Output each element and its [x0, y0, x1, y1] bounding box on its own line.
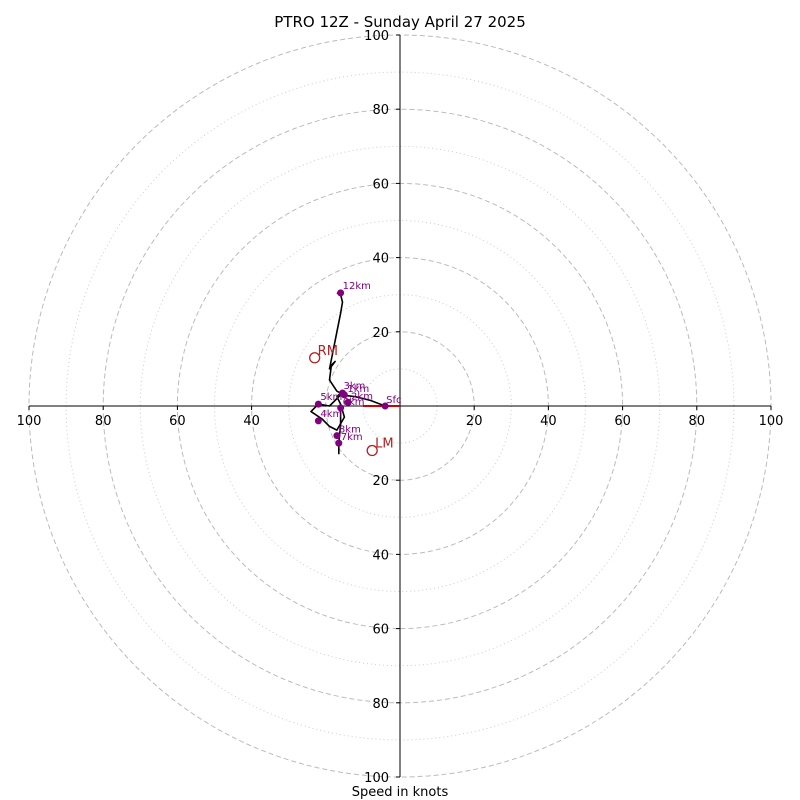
- y-tick-label: 100: [364, 771, 389, 786]
- x-tick-label: 40: [540, 414, 557, 429]
- storm-motion-marker: [309, 352, 321, 364]
- x-tick-label: 60: [169, 414, 186, 429]
- height-point-label: 12km: [343, 281, 371, 292]
- height-point-marker: [314, 417, 322, 425]
- height-point-marker: [314, 400, 322, 408]
- height-point-label: 1km: [347, 384, 369, 395]
- x-axis-label: Speed in knots: [352, 785, 449, 800]
- height-point-label: 3km: [343, 381, 365, 392]
- x-tick-label: 40: [243, 414, 260, 429]
- y-tick-label: 100: [364, 29, 389, 44]
- chart-title: PTRO 12Z - Sunday April 27 2025: [274, 13, 526, 31]
- height-point-label: 2km: [351, 391, 373, 402]
- hodograph-line: [310, 292, 386, 431]
- storm-motion-label: LM: [375, 437, 393, 452]
- storm-motion-label: RM: [318, 344, 338, 359]
- y-tick-label: 20: [372, 474, 389, 489]
- height-point-label: 6km: [343, 397, 365, 408]
- y-tick-label: 20: [372, 326, 389, 341]
- x-tick-label: 100: [17, 414, 42, 429]
- height-point-label: 7km: [341, 432, 363, 443]
- x-tick-label: 80: [95, 414, 112, 429]
- x-tick-label: 60: [614, 414, 631, 429]
- x-tick-label: 100: [759, 414, 784, 429]
- height-point-marker: [338, 389, 346, 397]
- height-point-label: 4km: [320, 409, 342, 420]
- height-point-marker: [335, 439, 343, 447]
- y-tick-label: 60: [372, 177, 389, 192]
- tick-labels: 100 80 60 40 20 40 60 80 100 100 80 60 40 20 20 40 60 80 1…: [17, 29, 784, 786]
- height-point-label: 5km: [320, 392, 342, 403]
- height-point-label: Sfc: [386, 395, 401, 406]
- height-point-marker: [344, 398, 352, 406]
- y-tick-label: 40: [372, 252, 389, 267]
- y-tick-label: 80: [372, 103, 389, 118]
- height-point-marker: [337, 404, 345, 412]
- y-tick-label: 80: [372, 697, 389, 712]
- x-tick-label: 80: [689, 414, 706, 429]
- height-point-marker: [337, 289, 345, 297]
- height-point-label: 8km: [339, 425, 361, 436]
- height-point-marker: [381, 402, 389, 410]
- x-tick-label: 20: [466, 414, 483, 429]
- storm-motion-marker: [366, 444, 378, 457]
- height-point-marker: [333, 432, 341, 440]
- y-tick-label: 40: [372, 548, 389, 563]
- storm-motions: RM LM: [309, 344, 394, 457]
- y-tick-label: 60: [372, 623, 389, 638]
